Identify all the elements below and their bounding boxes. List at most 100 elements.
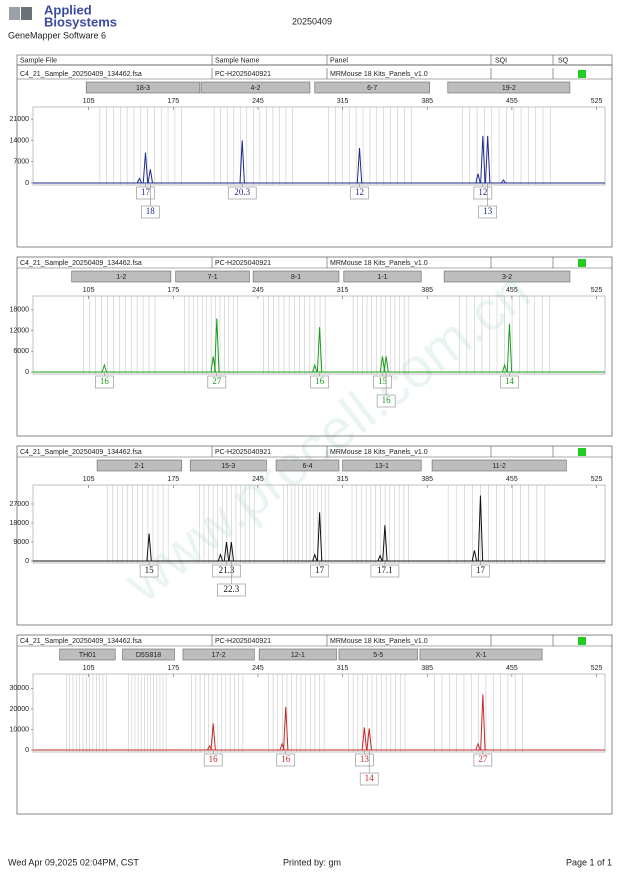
y-tick-label: 7000 xyxy=(13,159,29,166)
sample-file: C4_21_Sample_20250409_134462.fsa xyxy=(20,260,142,267)
y-tick-label: 20000 xyxy=(10,706,30,713)
allele-label: 22.3 xyxy=(223,584,239,594)
marker xyxy=(258,648,337,661)
marker-label: 6-7 xyxy=(367,85,377,92)
allele-box xyxy=(207,375,227,389)
x-tick-label: 315 xyxy=(337,665,349,672)
peak xyxy=(477,495,484,562)
allele-box xyxy=(355,753,374,767)
marker-label: 8-1 xyxy=(291,274,301,281)
sample-name: PC-H2025040921 xyxy=(215,449,271,456)
allele-box xyxy=(227,186,257,200)
quality-flag xyxy=(578,70,586,78)
marker xyxy=(85,81,201,94)
column-label: SQI xyxy=(495,57,507,64)
marker xyxy=(175,270,250,283)
y-tick-label: 0 xyxy=(25,180,29,187)
peak xyxy=(366,728,372,751)
allele-label: 20.3 xyxy=(234,187,250,197)
peak xyxy=(142,152,149,184)
y-tick-label: 0 xyxy=(25,747,29,754)
quality-flag xyxy=(578,637,586,645)
marker xyxy=(431,459,567,472)
panel-name: MRMouse 18 Kits_Panels_v1.0 xyxy=(330,449,428,456)
marker xyxy=(189,459,267,472)
peak xyxy=(506,323,513,373)
x-tick-label: 245 xyxy=(252,98,264,105)
panel-frame xyxy=(16,64,613,248)
marker-label: 2-1 xyxy=(134,463,144,470)
brand: Applied xyxy=(44,2,92,17)
marker-label: 13-1 xyxy=(375,463,389,470)
allele-label: 17 xyxy=(315,565,325,575)
peak xyxy=(147,169,153,184)
column-header xyxy=(16,54,613,66)
marker xyxy=(447,81,571,94)
y-tick-label: 0 xyxy=(25,558,29,565)
peak xyxy=(379,356,386,373)
x-tick-label: 105 xyxy=(83,665,95,672)
peak xyxy=(210,723,216,751)
marker xyxy=(252,270,340,283)
panel-name: MRMouse 18 Kits_Panels_v1.0 xyxy=(330,638,428,645)
allele-label: 16 xyxy=(100,376,110,386)
x-tick-label: 245 xyxy=(252,665,264,672)
marker-label: 19-2 xyxy=(502,85,516,92)
allele-box xyxy=(136,186,155,200)
x-tick-label: 525 xyxy=(591,665,603,672)
allele-box xyxy=(203,753,223,767)
plot-area xyxy=(32,484,606,564)
peak xyxy=(136,177,143,184)
allele-label: 12 xyxy=(478,187,487,197)
column-label: Sample File xyxy=(20,57,57,64)
allele-label: 15 xyxy=(378,376,388,386)
sample-name: PC-H2025040921 xyxy=(215,260,271,267)
marker xyxy=(71,270,172,283)
allele-box xyxy=(212,564,241,578)
allele-label: 16 xyxy=(209,754,219,764)
marker xyxy=(122,648,175,661)
marker xyxy=(182,648,255,661)
footer-page: Page 1 of 1 xyxy=(566,857,612,867)
allele-box xyxy=(310,564,329,578)
marker xyxy=(275,459,340,472)
column-label: Panel xyxy=(330,57,348,64)
y-tick-label: 30000 xyxy=(10,685,30,692)
column-label: SQ xyxy=(558,57,569,64)
peak xyxy=(480,135,486,184)
peak xyxy=(484,135,491,184)
x-tick-label: 525 xyxy=(591,98,603,105)
sample-file: C4_21_Sample_20250409_134462.fsa xyxy=(20,71,142,78)
x-tick-label: 105 xyxy=(83,98,95,105)
peak xyxy=(228,541,235,562)
peak xyxy=(471,550,478,562)
peak xyxy=(475,173,481,184)
allele-label: 12 xyxy=(355,187,364,197)
allele-box xyxy=(376,394,396,408)
y-tick-label: 18000 xyxy=(10,520,30,527)
footer-user: Printed by: gm xyxy=(283,857,341,867)
allele-box xyxy=(95,375,114,389)
allele-label: 17.1 xyxy=(377,565,393,575)
marker xyxy=(419,648,543,661)
plot-area xyxy=(32,106,606,186)
x-tick-label: 315 xyxy=(337,476,349,483)
peak xyxy=(312,363,318,373)
x-tick-label: 245 xyxy=(252,287,264,294)
marker-label: 1-1 xyxy=(377,274,387,281)
plot-area xyxy=(32,295,606,375)
marker-label: 12-1 xyxy=(291,652,305,659)
marker xyxy=(338,648,418,661)
peak xyxy=(217,553,224,562)
x-tick-label: 385 xyxy=(421,476,433,483)
marker xyxy=(342,459,422,472)
x-tick-label: 105 xyxy=(83,476,95,483)
panel-frame xyxy=(16,256,613,437)
x-tick-label: 175 xyxy=(167,665,179,672)
allele-label: 15 xyxy=(145,565,155,575)
x-tick-label: 175 xyxy=(167,287,179,294)
peak xyxy=(361,727,368,751)
x-tick-label: 455 xyxy=(506,98,518,105)
peak xyxy=(377,554,383,562)
allele-box xyxy=(276,753,296,767)
